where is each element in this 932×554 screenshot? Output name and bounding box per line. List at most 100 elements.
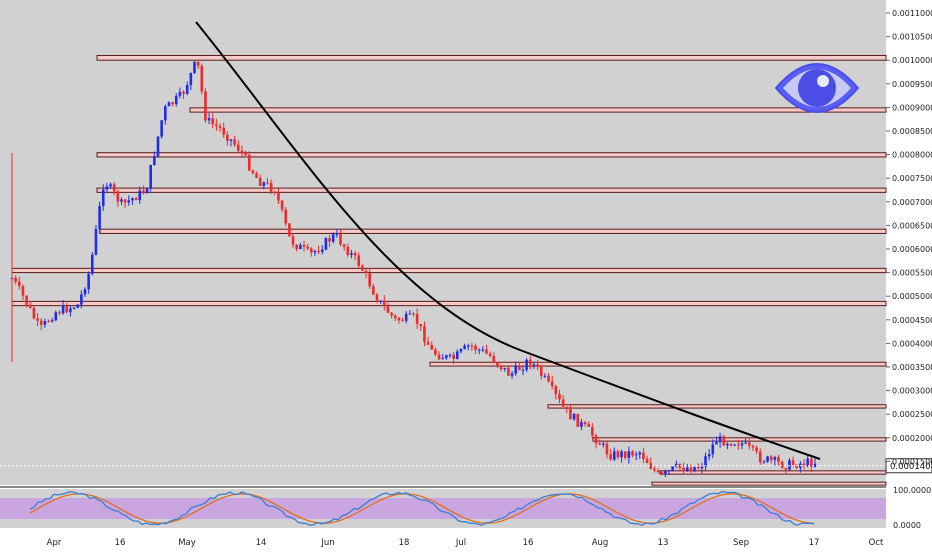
candle-body: [569, 409, 572, 420]
y-tick-label: 0.0008500: [892, 127, 932, 136]
candle-body: [244, 152, 247, 155]
candle-body: [602, 443, 605, 445]
candle-body: [72, 307, 76, 309]
oscillator-k-line: [29, 491, 815, 527]
candle-body: [664, 471, 667, 475]
candle-body: [240, 150, 244, 153]
candle-body: [430, 344, 434, 350]
resistance-zone: [592, 437, 887, 442]
y-tick-label: 0.0007500: [892, 174, 932, 183]
candle-body: [47, 321, 50, 323]
candle-body: [109, 184, 112, 187]
oscillator-band: [0, 498, 886, 519]
candle-body: [76, 304, 79, 308]
candle-body: [711, 444, 715, 455]
candle-body: [777, 457, 780, 462]
candle-body: [514, 365, 517, 374]
candle-body: [36, 318, 39, 321]
candle-body: [237, 144, 240, 151]
candle-body: [105, 186, 109, 190]
y-tick-label: 0.0004500: [892, 316, 932, 325]
candle-body: [656, 470, 660, 472]
x-tick-label: Jul: [455, 538, 466, 548]
y-tick-label: 0.0008000: [892, 151, 932, 160]
candle-body: [448, 354, 452, 356]
candle-body: [748, 442, 751, 446]
y-tick-label: 0.0006500: [892, 221, 932, 230]
y-tick-label: 0.0009500: [892, 80, 932, 89]
y-tick-label: 0.0004000: [892, 339, 932, 348]
candle-body: [390, 312, 393, 316]
y-tick-label: 0.0009000: [892, 103, 932, 112]
candle-body: [784, 467, 788, 470]
candle-body: [550, 381, 554, 387]
candle-body: [452, 354, 455, 359]
candle-body: [361, 265, 364, 271]
candle-body: [101, 189, 105, 206]
candle-body: [273, 191, 277, 194]
candle-body: [631, 451, 634, 456]
candle-body: [14, 277, 17, 282]
candle-body: [744, 442, 747, 444]
candle-body: [499, 365, 503, 370]
candle-body: [525, 359, 528, 370]
candle-body: [222, 127, 225, 135]
candle-body: [689, 467, 693, 472]
candle-body: [576, 413, 580, 427]
candle-body: [675, 463, 678, 467]
candle-body: [755, 447, 758, 452]
candle-body: [328, 238, 331, 242]
candle-body: [591, 426, 594, 436]
candle-body: [284, 209, 288, 224]
candle-body: [251, 170, 255, 174]
candle-body: [740, 443, 744, 446]
candle-body: [375, 294, 379, 302]
candle-body: [503, 367, 507, 370]
resistance-zone: [11, 267, 887, 274]
candle-body: [288, 223, 291, 237]
candle-body: [404, 313, 408, 321]
candle-body: [660, 471, 663, 475]
candle-body: [54, 312, 58, 321]
candle-body: [594, 435, 598, 444]
candle-body: [780, 461, 784, 468]
candle-body: [485, 349, 488, 354]
candle-body: [335, 233, 339, 235]
candle-body: [372, 286, 375, 295]
candle-body: [138, 190, 142, 201]
candle-body: [539, 366, 543, 376]
candle-body: [456, 351, 459, 359]
resistance-zone: [96, 152, 887, 158]
candle-body: [678, 463, 682, 468]
candle-body: [423, 326, 426, 342]
candle-body: [171, 102, 174, 105]
candle-body: [350, 253, 353, 255]
candle-body: [773, 457, 777, 461]
candle-body: [605, 443, 609, 455]
candle-body: [634, 454, 638, 456]
candle-body: [667, 470, 671, 472]
candle-body: [477, 349, 481, 351]
candle-body: [131, 198, 134, 201]
candle-body: [65, 305, 69, 313]
candle-body: [83, 289, 87, 295]
candle-body: [445, 355, 448, 359]
candle-body: [153, 156, 156, 165]
candle-body: [306, 246, 309, 249]
candle-body: [226, 134, 229, 141]
candle-body: [529, 359, 532, 365]
candle-body: [543, 375, 547, 377]
candle-body: [408, 313, 412, 315]
oscillator-level-label: 100.0000: [893, 486, 931, 495]
candle-body: [609, 454, 612, 460]
candle-body: [751, 445, 755, 448]
x-tick-label: 16: [115, 538, 126, 548]
x-tick-label: Aug: [592, 538, 609, 548]
candle-body: [722, 436, 726, 446]
candle-body: [638, 452, 642, 455]
candle-body: [43, 321, 47, 325]
x-tick-label: 14: [256, 538, 267, 548]
y-tick-label: 0.0011000: [892, 9, 932, 18]
candle-body: [178, 91, 182, 96]
